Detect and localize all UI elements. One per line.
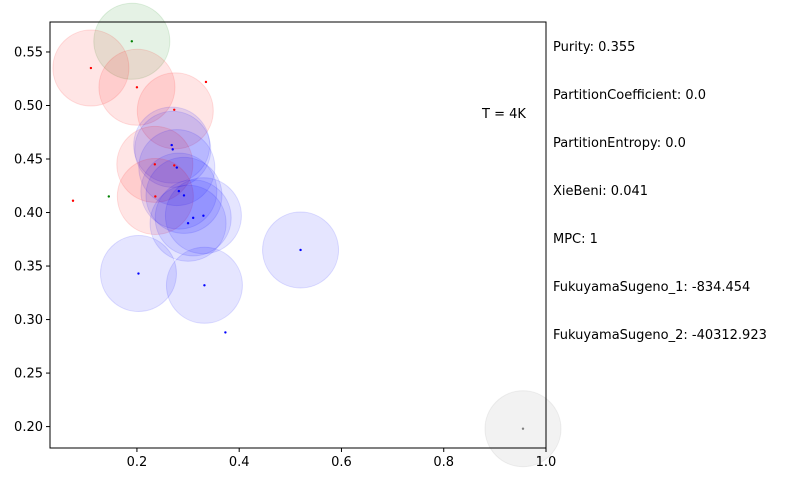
y-tick-label: 0.45 (14, 153, 43, 168)
metric-xie-beni: XieBeni: 0.041 (553, 184, 649, 199)
metric-purity: Purity: 0.355 (553, 40, 636, 55)
data-point-blue (171, 148, 174, 151)
data-point-green (107, 195, 111, 198)
metrics-panel: Purity: 0.355 PartitionCoefficient: 0.0 … (553, 8, 767, 360)
data-point-blue (182, 194, 186, 197)
data-point-blue (170, 143, 173, 147)
x-tick-label: 0.6 (331, 455, 352, 470)
axes-frame (49, 21, 547, 449)
cluster-circle-red (136, 72, 214, 150)
metric-fukuyama-sugeno-1: FukuyamaSugeno_1: -834.454 (553, 280, 751, 295)
data-point-red (89, 66, 93, 70)
data-point-red (153, 163, 157, 166)
data-point-blue (186, 222, 190, 225)
data-point-blue (299, 248, 302, 252)
x-tick-label: 0.2 (127, 455, 148, 470)
data-point-gray (521, 427, 525, 430)
metric-partition-entropy: PartitionEntropy: 0.0 (553, 136, 686, 151)
data-points (71, 40, 525, 430)
axis-ticks: 0.2 0.4 0.6 0.8 1.0 0.20 0.25 0.30 0.35 0.40 0.45 0… (14, 45, 556, 470)
data-point-green (130, 40, 134, 43)
x-tick-label: 0.4 (229, 455, 250, 470)
data-point-red (173, 108, 176, 111)
data-point-red (204, 80, 208, 84)
temperature-annotation: T = 4K (481, 107, 526, 122)
metric-mpc: MPC: 1 (553, 232, 598, 247)
y-tick-label: 0.25 (14, 367, 43, 382)
data-point-blue (175, 166, 179, 169)
data-point-red (173, 164, 176, 167)
y-tick-label: 0.35 (14, 260, 43, 275)
y-tick-label: 0.55 (14, 45, 43, 60)
data-point-blue (224, 331, 227, 334)
data-point-blue (137, 272, 140, 275)
y-tick-label: 0.30 (14, 313, 43, 328)
data-point-red (71, 199, 75, 202)
data-point-blue (177, 189, 181, 193)
metric-partition-coefficient: PartitionCoefficient: 0.0 (553, 88, 707, 103)
data-point-red (135, 86, 139, 89)
data-point-red (154, 195, 157, 198)
y-tick-label: 0.50 (14, 99, 43, 114)
data-point-blue (191, 216, 195, 220)
metric-fukuyama-sugeno-2: FukuyamaSugeno_2: -40312.923 (553, 328, 767, 343)
data-point-blue (203, 284, 206, 287)
y-tick-label: 0.20 (14, 420, 43, 435)
data-point-blue (202, 214, 205, 217)
cluster-circles (52, 2, 562, 468)
x-tick-label: 0.8 (433, 455, 454, 470)
y-tick-label: 0.40 (14, 206, 43, 221)
x-tick-label: 1.0 (536, 455, 557, 470)
